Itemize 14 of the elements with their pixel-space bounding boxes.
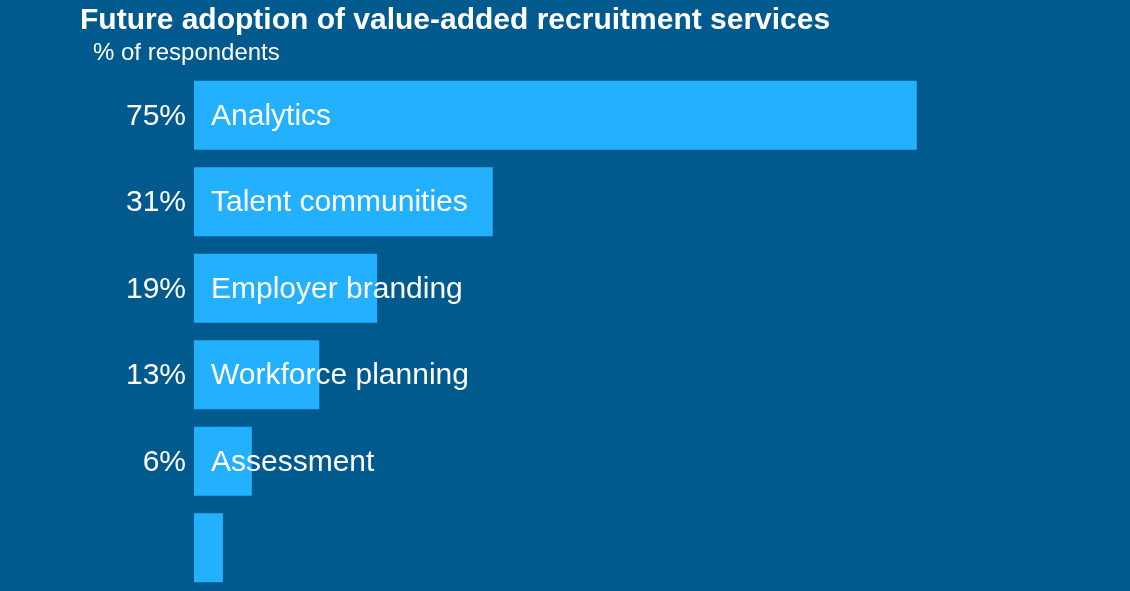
bar <box>194 513 223 583</box>
y-tick-label: Analytics <box>211 97 332 131</box>
chart-subtitle: % of respondents <box>93 38 280 66</box>
chart-title: Future adoption of value-added recruitment services <box>80 2 831 36</box>
y-tick-label: Talent communities <box>211 184 468 218</box>
data-label: 75% <box>125 97 186 131</box>
bar <box>194 80 917 150</box>
data-label: 13% <box>125 357 186 391</box>
y-tick-label: Employer branding <box>211 270 463 304</box>
data-label: 31% <box>125 184 186 218</box>
y-tick-label: Assessment <box>211 443 376 477</box>
y-tick-label: Workforce planning <box>211 357 469 391</box>
data-label: 19% <box>125 270 186 304</box>
data-label: 6% <box>142 443 186 477</box>
